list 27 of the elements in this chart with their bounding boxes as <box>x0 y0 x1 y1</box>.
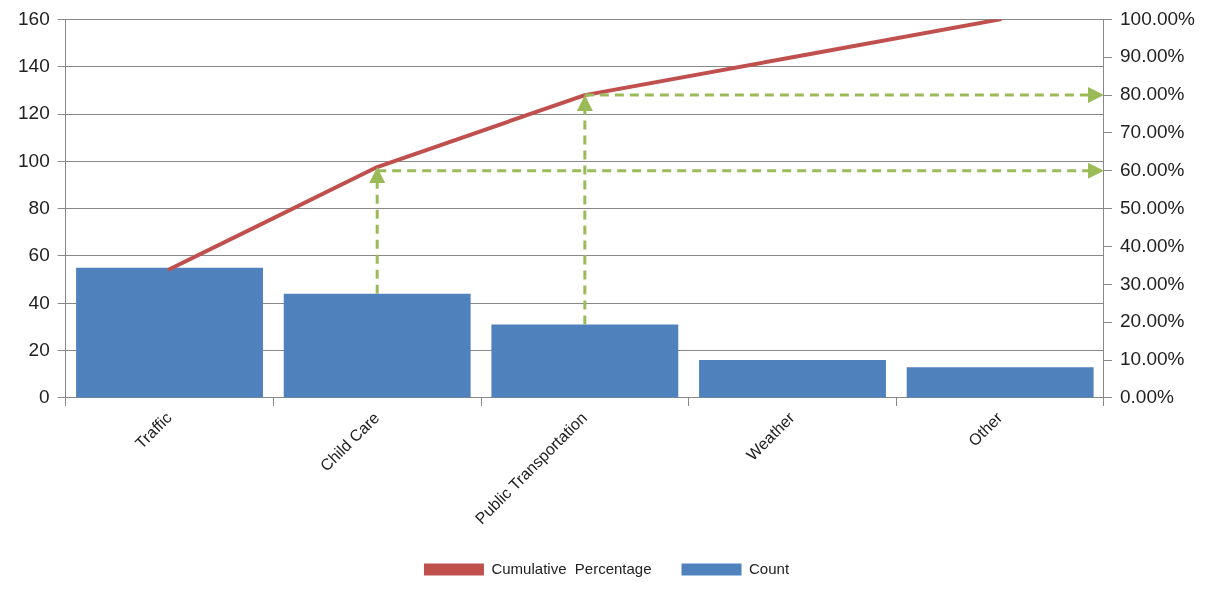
y2-tick-label: 10.00% <box>1119 348 1185 370</box>
y-tick-label: 100 <box>18 149 50 171</box>
y2-tick-label: 40.00% <box>1119 234 1185 256</box>
y-tick-label: 120 <box>18 102 50 124</box>
y-tick-label: 160 <box>18 7 50 29</box>
y2-tick-label: 80.00% <box>1119 83 1185 105</box>
bar <box>699 360 886 398</box>
bar <box>283 293 471 398</box>
y-tick-label: 80 <box>28 196 50 218</box>
y-tick-label: 20 <box>28 338 50 360</box>
y2-tick-label: 50.00% <box>1119 196 1185 218</box>
legend-label: Cumulative Percentage <box>491 559 652 577</box>
y2-tick-label: 30.00% <box>1119 272 1185 294</box>
y-tick-label: 140 <box>18 54 50 76</box>
y-tick-label: 60 <box>28 244 50 266</box>
y-tick-label: 0 <box>39 386 50 408</box>
bar <box>906 367 1094 398</box>
y2-tick-label: 90.00% <box>1119 45 1185 67</box>
bar <box>76 267 263 398</box>
bar <box>491 324 679 398</box>
legend-label: Count <box>749 559 790 577</box>
y2-tick-label: 70.00% <box>1119 121 1185 143</box>
y2-tick-label: 0.00% <box>1119 386 1174 408</box>
y2-tick-label: 100.00% <box>1119 7 1196 29</box>
y2-tick-label: 60.00% <box>1119 159 1185 181</box>
y-tick-label: 40 <box>28 291 50 313</box>
y2-tick-label: 20.00% <box>1119 310 1185 332</box>
